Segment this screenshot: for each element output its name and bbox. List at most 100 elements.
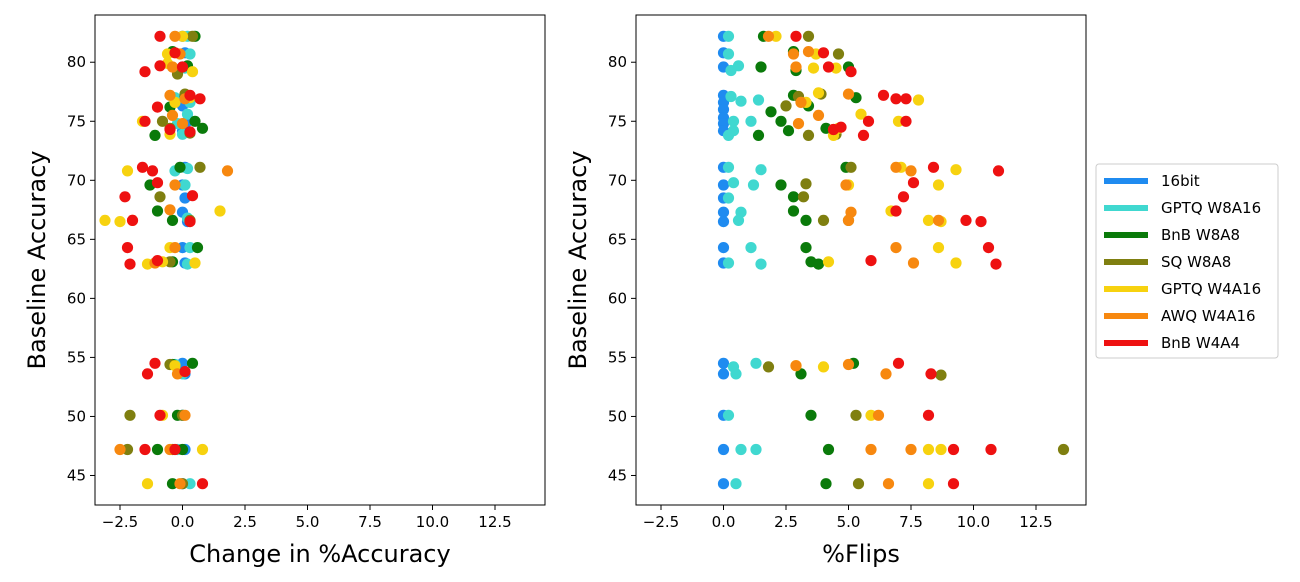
point-gptq-w8a16-4 <box>725 90 737 103</box>
point-bnb-w4a4-0 <box>790 30 802 42</box>
point-16bit-12 <box>717 206 730 218</box>
legend-label-gptq-w8a16: GPTQ W8A16 <box>1161 199 1261 217</box>
point-sq-w8a8-14 <box>850 409 862 421</box>
point-awq-w4a16-0 <box>762 30 775 42</box>
point-bnb-w4a4-17 <box>975 216 987 228</box>
point-awq-w4a16-3 <box>164 89 176 101</box>
legend-label-awq-w4a16: AWQ W4A16 <box>1161 307 1256 325</box>
point-gptq-w4a16-16 <box>922 214 935 226</box>
point-bnb-w8a8-20 <box>795 368 807 380</box>
plot-frame <box>635 14 1087 506</box>
point-bnb-w4a4-6 <box>194 93 206 105</box>
plot-frame <box>94 14 546 506</box>
point-gptq-w4a16-6 <box>855 108 867 120</box>
point-awq-w4a16-14 <box>932 214 945 226</box>
point-awq-w4a16-3 <box>790 61 802 73</box>
y-tick-label: 60 <box>67 289 86 307</box>
point-sq-w8a8-9 <box>797 191 810 203</box>
point-awq-w4a16-8 <box>169 179 181 191</box>
point-gptq-w8a16-5 <box>735 95 747 107</box>
point-gptq-w8a16-6 <box>752 94 765 106</box>
point-gptq-w8a16-17 <box>732 214 745 226</box>
point-bnb-w4a4-1 <box>817 47 830 59</box>
point-gptq-w8a16-24 <box>722 409 735 421</box>
legend: 16bit GPTQ W8A16 BnB W8A8 SQ W8A8 GPTQ W4A16… <box>1095 163 1279 359</box>
point-gptq-w8a16-13 <box>727 177 740 189</box>
point-bnb-w4a4-20 <box>865 255 877 267</box>
point-awq-w4a16-0 <box>169 30 181 42</box>
point-bnb-w8a8-14 <box>186 357 199 369</box>
point-bnb-w4a4-27 <box>196 478 209 490</box>
point-bnb-w8a8-5 <box>196 122 209 134</box>
x-tick-label: 2.5 <box>774 513 798 531</box>
point-bnb-w4a4-15 <box>186 190 199 202</box>
point-bnb-w4a4-21 <box>892 357 905 369</box>
point-gptq-w4a16-12 <box>950 164 962 176</box>
point-gptq-w8a16-10 <box>179 179 191 191</box>
point-bnb-w4a4-16 <box>960 214 972 226</box>
point-awq-w4a16-16 <box>907 257 920 269</box>
point-gptq-w4a16-7 <box>912 94 925 106</box>
point-gptq-w8a16-12 <box>755 164 767 176</box>
point-bnb-w4a4-23 <box>922 409 935 421</box>
y-tick-label: 80 <box>608 53 627 71</box>
point-bnb-w4a4-7 <box>862 115 875 127</box>
point-gptq-w8a16-18 <box>722 257 735 269</box>
point-bnb-w8a8-13 <box>775 179 787 191</box>
point-bnb-w4a4-7 <box>151 101 164 113</box>
point-bnb-w8a8-8 <box>765 106 777 118</box>
point-gptq-w8a16-22 <box>730 368 742 380</box>
point-16bit-17 <box>717 368 730 380</box>
point-awq-w4a16-22 <box>905 443 917 456</box>
point-bnb-w4a4-25 <box>985 443 997 456</box>
point-16bit-19 <box>717 443 730 456</box>
point-gptq-w4a16-19 <box>189 257 201 269</box>
y-tick-label: 60 <box>608 289 627 307</box>
point-bnb-w8a8-8 <box>174 161 186 173</box>
point-awq-w4a16-1 <box>787 48 800 60</box>
point-gptq-w4a16-25 <box>922 443 935 456</box>
point-bnb-w8a8-16 <box>800 214 812 226</box>
x-tick-label: −2.5 <box>643 513 679 531</box>
y-tick-label: 65 <box>608 230 627 248</box>
point-bnb-w4a4-14 <box>119 191 131 203</box>
point-sq-w8a8-0 <box>802 30 815 42</box>
point-bnb-w8a8-7 <box>775 115 787 127</box>
point-bnb-w4a4-0 <box>154 30 166 42</box>
point-bnb-w4a4-22 <box>925 368 937 380</box>
point-bnb-w4a4-22 <box>141 368 154 380</box>
point-bnb-w4a4-24 <box>947 443 960 456</box>
point-bnb-w4a4-12 <box>992 165 1005 177</box>
point-bnb-w4a4-5 <box>184 89 196 101</box>
point-awq-w4a16-14 <box>179 409 191 421</box>
point-awq-w4a16-17 <box>174 478 186 490</box>
y-tick-label: 55 <box>608 348 627 366</box>
point-bnb-w8a8-15 <box>787 205 800 217</box>
point-bnb-w4a4-6 <box>900 93 912 105</box>
point-awq-w4a16-2 <box>802 46 815 58</box>
point-gptq-w8a16-1 <box>722 48 735 60</box>
point-16bit-14 <box>717 242 730 254</box>
point-gptq-w8a16-26 <box>750 443 762 456</box>
point-awq-w4a16-11 <box>169 242 181 254</box>
point-bnb-w4a4-12 <box>146 165 159 177</box>
point-bnb-w4a4-18 <box>121 242 134 254</box>
point-sq-w8a8-7 <box>845 161 857 173</box>
point-awq-w4a16-8 <box>792 118 805 130</box>
x-tick-label: 7.5 <box>358 513 382 531</box>
point-awq-w4a16-9 <box>164 204 176 216</box>
point-bnb-w4a4-10 <box>184 126 196 138</box>
x-tick-label: −2.5 <box>102 513 138 531</box>
point-gptq-w4a16-18 <box>141 478 154 490</box>
point-awq-w4a16-15 <box>114 443 126 456</box>
point-bnb-w4a4-13 <box>151 177 164 189</box>
point-gptq-w4a16-2 <box>807 62 820 74</box>
point-bnb-w4a4-3 <box>845 66 857 78</box>
point-gptq-w8a16-1 <box>184 48 196 60</box>
point-gptq-w4a16-24 <box>935 443 947 456</box>
point-bnb-w8a8-19 <box>812 258 825 270</box>
y-axis-label: Baseline Accuracy <box>23 151 51 370</box>
x-tick-label: 0.0 <box>171 513 195 531</box>
point-bnb-w8a8-25 <box>752 129 765 141</box>
point-gptq-w4a16-18 <box>932 242 945 254</box>
